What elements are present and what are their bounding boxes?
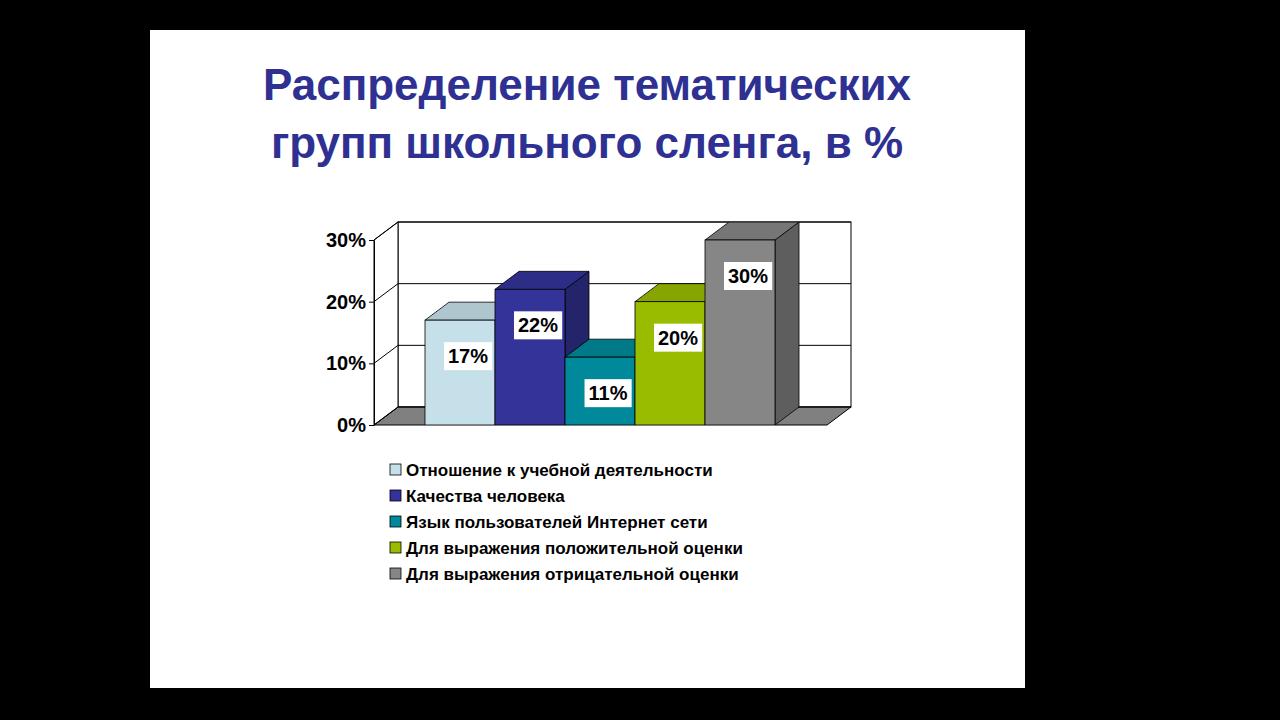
data-label: 30% xyxy=(728,265,768,287)
tick-label: 10% xyxy=(326,352,366,374)
legend-item: Качества человека xyxy=(390,487,565,506)
data-label-box xyxy=(724,262,772,290)
legend-swatch xyxy=(390,464,401,475)
data-label: 11% xyxy=(589,382,628,404)
legend-item: Язык пользователей Интернет сети xyxy=(390,513,708,532)
tick-mark xyxy=(369,425,374,426)
legend-label: Для выражения положительной оценки xyxy=(406,539,743,558)
legend-label: Качества человека xyxy=(406,487,565,506)
tick: 0% xyxy=(337,414,374,436)
bar xyxy=(565,357,635,425)
tick-mark xyxy=(369,302,374,303)
data-labels: 17% 22% 11% 20% 30% xyxy=(444,262,772,407)
tick: 30% xyxy=(326,229,374,251)
tick: 20% xyxy=(326,291,374,313)
legend-swatch xyxy=(390,490,401,501)
y-axis: 0% 10% 20% 30% xyxy=(326,229,375,436)
slide xyxy=(150,30,1025,688)
grid xyxy=(374,222,851,425)
data-label-box xyxy=(585,379,632,407)
bar xyxy=(705,240,775,425)
title: Распределение тематическихгрупп школьног… xyxy=(263,60,912,167)
canvas: Распределение тематическихгрупп школьног… xyxy=(0,0,1280,720)
bar-top xyxy=(705,222,799,240)
legend-swatch xyxy=(390,516,401,527)
bar xyxy=(425,320,495,425)
bar-group xyxy=(705,222,799,425)
data-label-box xyxy=(654,324,702,352)
legend-item: Отношение к учебной деятельности xyxy=(390,461,713,480)
data-label: 20% xyxy=(658,327,698,349)
axis-line xyxy=(374,241,375,426)
bars xyxy=(425,222,799,425)
tick-label: 0% xyxy=(337,414,366,436)
data-label: 17% xyxy=(448,345,488,367)
bar-side xyxy=(775,222,799,425)
data-label: 22% xyxy=(518,314,558,336)
side-wall xyxy=(374,222,398,425)
bar xyxy=(635,302,705,425)
tick-mark xyxy=(369,363,374,364)
tick-mark xyxy=(369,240,374,241)
tick-label: 20% xyxy=(326,291,366,313)
legend-label: Отношение к учебной деятельности xyxy=(406,461,713,480)
bar-top xyxy=(495,271,589,289)
legend: Отношение к учебной деятельности Качества… xyxy=(390,461,743,584)
legend-item: Для выражения отрицательной оценки xyxy=(390,565,739,584)
bar xyxy=(495,289,565,425)
tick-label: 30% xyxy=(326,229,366,251)
data-label-box xyxy=(444,342,492,370)
legend-label: Для выражения отрицательной оценки xyxy=(406,565,739,584)
tick: 10% xyxy=(326,352,374,374)
legend-label: Язык пользователей Интернет сети xyxy=(406,513,708,532)
legend-swatch xyxy=(390,568,401,579)
data-label-box xyxy=(514,311,562,339)
legend-swatch xyxy=(390,542,401,553)
legend-item: Для выражения положительной оценки xyxy=(390,539,743,558)
